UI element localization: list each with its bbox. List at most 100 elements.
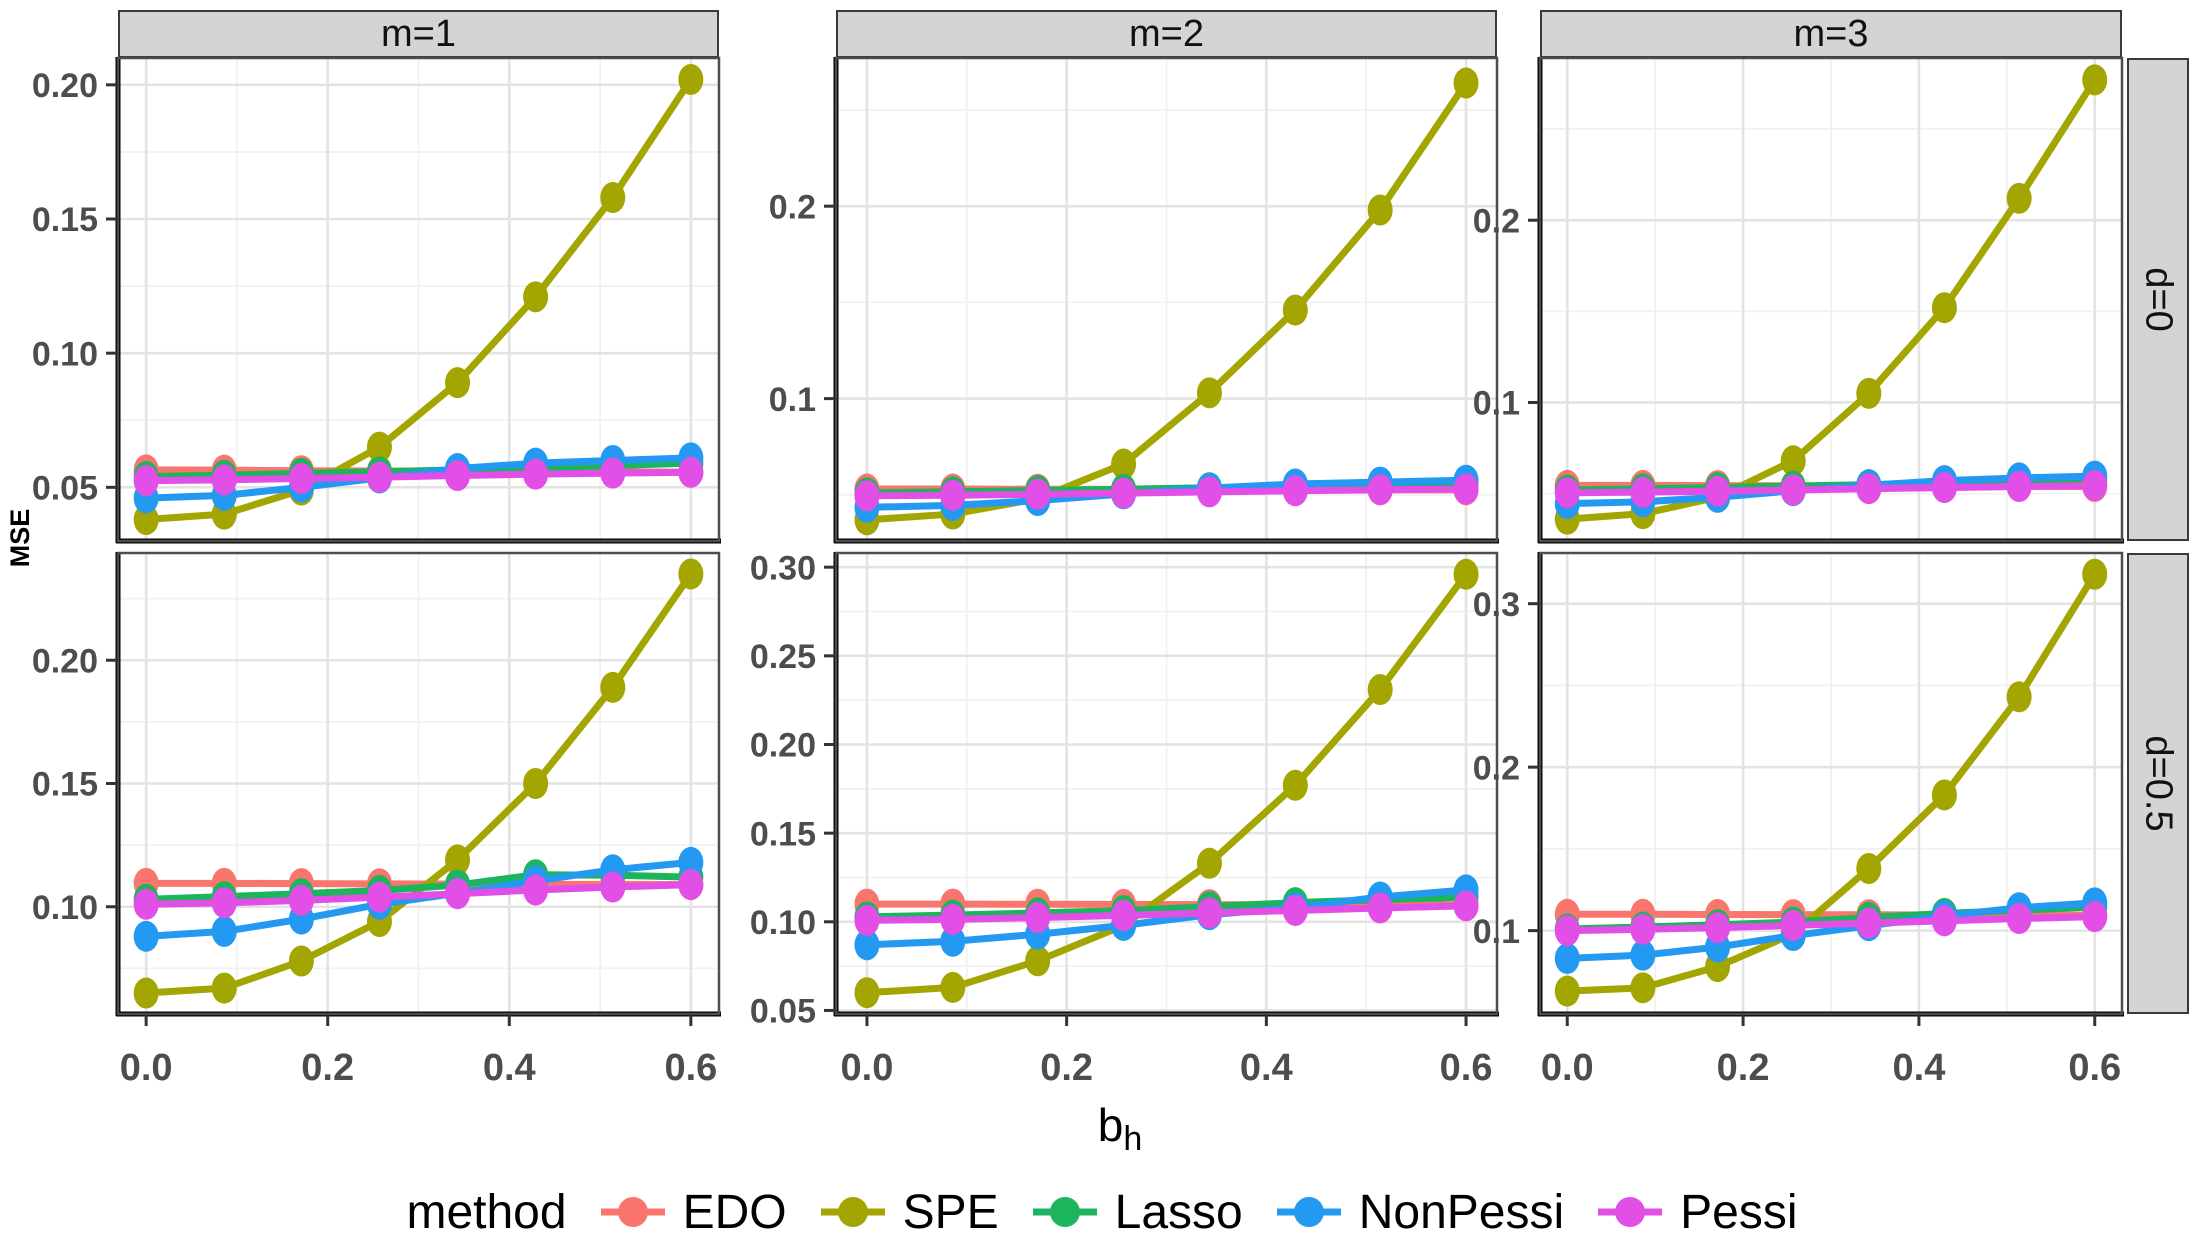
y-tick-label: 0.1 (769, 381, 816, 419)
panel-m3-d05: 0.1 0.2 0.3 0.0 0.2 0.4 0.6 (1473, 551, 2124, 1089)
data-point (1931, 905, 1957, 937)
x-tick-label: 0.2 (1717, 1047, 1770, 1089)
legend-key-icon (1598, 1197, 1663, 1227)
y-tick-label: 0.20 (32, 642, 98, 680)
x-axis-title-base: b (1097, 1099, 1124, 1151)
series-line-SPE (1563, 76, 2099, 523)
legend-entry-label: NonPessi (1358, 1185, 1565, 1239)
data-point (523, 458, 549, 490)
legend-entry-Lasso: Lasso (1029, 1185, 1243, 1240)
data-point (2082, 558, 2108, 590)
y-tick-label: 0.30 (750, 549, 816, 587)
series-line-SPE (863, 79, 1470, 524)
x-tick-label: 0.0 (120, 1047, 173, 1089)
data-point (940, 479, 966, 511)
x-tick-label: 0.0 (841, 1047, 894, 1089)
facet-strip-d0: d=0 (2127, 58, 2189, 541)
data-point (1453, 473, 1479, 505)
y-tick-label: 0.3 (1473, 586, 1520, 624)
y-tick-label: 0.05 (750, 993, 816, 1031)
y-tick-label: 0.2 (1473, 202, 1520, 240)
data-point (523, 281, 549, 313)
data-point (1196, 847, 1222, 879)
data-point (1630, 972, 1656, 1004)
data-point (288, 884, 314, 916)
data-point (366, 461, 392, 493)
data-point (445, 844, 471, 876)
data-point (1856, 377, 1882, 409)
data-point (211, 887, 237, 919)
data-point (1111, 477, 1137, 509)
data-point (1367, 474, 1393, 506)
y-tick-label: 0.15 (32, 766, 98, 804)
x-tick-label: 0.6 (2068, 1047, 2121, 1089)
data-point (1453, 558, 1479, 590)
panel-border (834, 56, 1499, 543)
y-tick-label: 0.10 (32, 335, 98, 373)
data-point (1367, 674, 1393, 706)
data-point (133, 504, 159, 536)
series-line-SPE (1563, 570, 2099, 995)
x-axis-title-subscript: h (1123, 1120, 1143, 1158)
data-point (940, 903, 966, 935)
series-line-Pessi (863, 902, 1470, 924)
legend-entry-SPE: SPE (817, 1185, 999, 1240)
data-point (854, 929, 880, 961)
data-point (600, 671, 626, 703)
data-point (1453, 890, 1479, 922)
data-point (1856, 473, 1882, 505)
data-point (1196, 897, 1222, 929)
data-point (1554, 915, 1580, 947)
y-tick-label: 0.2 (769, 188, 816, 226)
data-point (288, 945, 314, 977)
data-point (1282, 294, 1308, 326)
data-point (211, 972, 237, 1004)
series-line-NonPessi (863, 886, 1470, 949)
facet-strip-d0-label: d=0 (2137, 267, 2180, 332)
x-tick-label: 0.2 (301, 1047, 354, 1089)
data-point (1282, 894, 1308, 926)
legend-key-icon (1276, 1197, 1341, 1227)
y-tick-label: 0.1 (1473, 913, 1520, 951)
series-line-Pessi (863, 485, 1470, 500)
series-points-SPE (133, 63, 704, 536)
series-line-SPE (863, 570, 1470, 997)
panel-m2-d0: 0.1 0.2 (769, 56, 1499, 544)
data-point (523, 768, 549, 799)
series-line-Pessi (142, 468, 695, 485)
data-point (854, 480, 880, 512)
legend-title: method (406, 1185, 567, 1239)
data-point (445, 367, 471, 399)
data-point (1931, 472, 1957, 504)
data-point (678, 63, 704, 95)
data-point (366, 431, 392, 463)
series-line-NonPessi (1563, 899, 2099, 962)
series-points-Pessi (1554, 470, 2108, 509)
data-point (854, 904, 880, 936)
series-points-Pessi (854, 890, 1479, 936)
data-point (1705, 912, 1731, 944)
data-point (1196, 476, 1222, 508)
y-tick-label: 0.10 (32, 889, 98, 927)
y-tick-label: 0.15 (32, 201, 98, 239)
x-tick-label: 0.6 (664, 1047, 717, 1089)
panel-m2-d05: 0.05 0.10 0.15 0.20 0.25 0.30 0.0 0.2 0.4 0.6 (750, 549, 1499, 1089)
panel-border (116, 56, 721, 543)
data-point (2006, 182, 2032, 214)
data-point (600, 457, 626, 489)
data-point (940, 971, 966, 1003)
series-line-SPE (142, 75, 695, 524)
data-point (1111, 899, 1137, 931)
data-point (1780, 474, 1806, 506)
series-points-Pessi (1554, 901, 2108, 947)
data-point (678, 558, 704, 590)
data-point (1630, 476, 1656, 508)
facet-strip-m1-label: m=1 (381, 12, 456, 55)
data-point (445, 460, 471, 492)
legend-key-icon (600, 1197, 665, 1227)
x-tick-label: 0.4 (1893, 1047, 1946, 1089)
y-tick-label: 0.20 (32, 67, 98, 105)
data-point (1453, 67, 1479, 99)
data-point (288, 462, 314, 494)
